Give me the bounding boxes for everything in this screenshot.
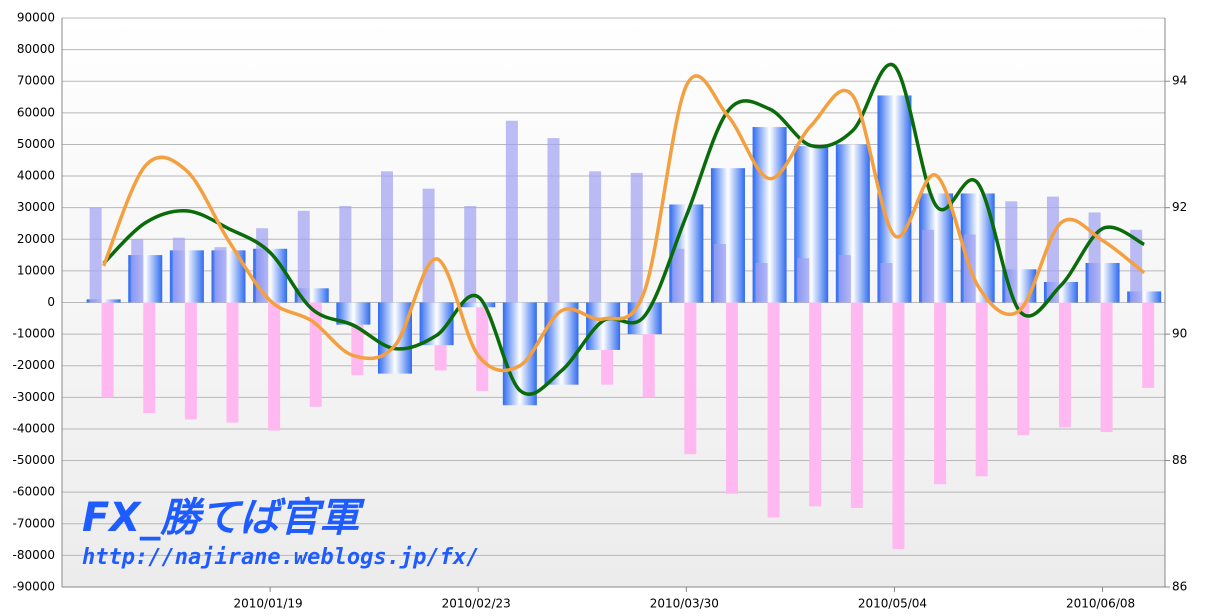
bar [422,188,435,303]
bar [630,172,643,303]
bar [184,302,197,420]
x-tick-label: 2010/06/08 [1066,597,1135,611]
bar [934,302,947,485]
y-tick-label: 50000 [17,137,55,151]
bar [922,229,935,303]
bar [975,302,988,477]
bar [172,237,185,303]
y-tick-label: 0 [47,295,55,309]
y2-tick-label: 92 [1172,200,1187,214]
y-tick-label: -80000 [12,548,55,562]
bar [461,302,496,308]
y-tick-label: -70000 [12,516,55,530]
bar [767,302,780,518]
bar [131,239,144,303]
bar [1142,302,1155,388]
bar [297,210,310,303]
y-tick-label: 70000 [17,74,55,88]
bar [809,302,822,507]
bar [797,258,810,303]
y-tick-label: 80000 [17,42,55,56]
y-tick-label: -30000 [12,390,55,404]
bar [1058,302,1071,428]
bar [1046,196,1059,303]
bar [89,207,102,303]
bar [336,302,371,325]
bar [1127,291,1162,303]
bar [725,302,738,494]
bar [1005,201,1018,303]
y-tick-label: 10000 [17,263,55,277]
bar [214,247,227,303]
y-tick-label: 90000 [17,11,55,25]
y-tick-label: 20000 [17,232,55,246]
line [102,74,1146,373]
bar [755,262,768,303]
bar [586,302,621,350]
x-tick-label: 2010/05/04 [858,597,927,611]
y-tick-label: -40000 [12,421,55,435]
y-tick-label: -50000 [12,453,55,467]
bar [713,244,726,303]
x-tick-label: 2010/03/30 [650,597,719,611]
y2-tick-label: 94 [1172,74,1187,88]
bar [380,171,393,303]
bar [684,302,697,455]
bar [672,248,685,303]
x-tick-label: 2010/02/23 [442,597,511,611]
watermark-url: http://najirane.weblogs.jp/fx/ [82,545,479,570]
y-tick-label: -90000 [12,580,55,594]
bar [1017,302,1030,436]
y2-tick-label: 90 [1172,327,1187,341]
bar [377,302,412,374]
bar [880,262,893,303]
y-tick-label: 30000 [17,200,55,214]
y2-tick-label: 88 [1172,453,1187,467]
bar [268,302,281,431]
y-tick-label: 60000 [17,105,55,119]
bar [476,302,489,392]
y2-tick-label: 86 [1172,580,1187,594]
bar [1088,212,1101,303]
x-tick-label: 2010/01/19 [234,597,303,611]
bar [101,302,114,398]
y-tick-label: -20000 [12,358,55,372]
bar [589,171,602,303]
watermark-title: FX_勝てば官軍 [82,495,365,541]
bar [838,255,851,303]
bar [547,138,560,303]
bar [226,302,239,423]
bar [1100,302,1113,433]
line [102,62,1145,396]
bar [464,206,477,303]
bar [143,302,156,414]
bar [309,302,322,407]
bar [892,302,905,550]
bar [850,302,863,508]
y-tick-label: -60000 [12,485,55,499]
y-tick-label: 40000 [17,169,55,183]
bar [339,206,352,303]
bar [86,299,121,303]
bar [505,120,518,303]
y-tick-label: -10000 [12,327,55,341]
